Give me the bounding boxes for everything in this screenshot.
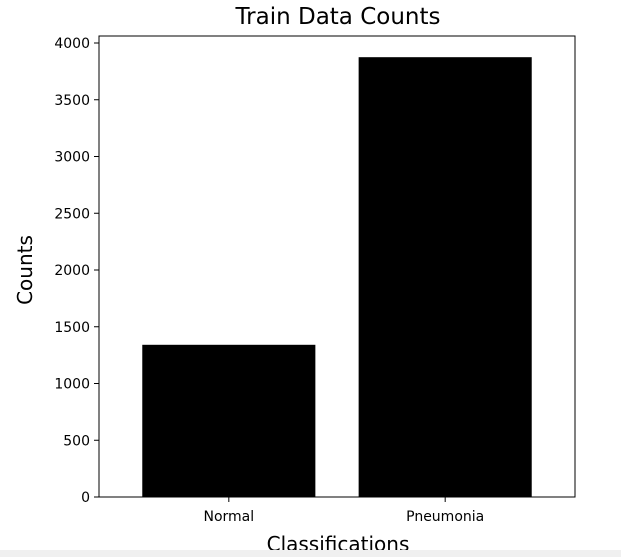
x-axis-label: Classifications [267,532,410,550]
x-axis-ticks: Normal Pneumonia [203,497,484,525]
y-tick-label: 0 [81,490,90,506]
x-tick-label: Pneumonia [406,509,484,525]
y-tick-label: 1500 [54,320,90,336]
y-tick-label: 4000 [54,36,90,52]
y-tick-label: 3500 [54,93,90,109]
y-axis-ticks: 0 500 1000 1500 2000 2500 3000 3500 4000 [54,36,99,506]
y-tick-label: 1000 [54,377,90,393]
bar-normal [142,344,316,497]
y-tick-label: 3000 [54,150,90,166]
x-tick-label: Normal [203,509,254,525]
y-tick-label: 2000 [54,263,90,279]
y-tick-label: 2500 [54,206,90,222]
plot-area-frame [98,35,576,498]
bar-pneumonia [358,57,532,497]
y-tick-label: 500 [63,433,90,449]
chart-title: Train Data Counts [234,4,440,30]
y-axis-label: Counts [13,235,37,305]
bars-group [142,57,532,497]
bottom-strip [0,550,621,557]
